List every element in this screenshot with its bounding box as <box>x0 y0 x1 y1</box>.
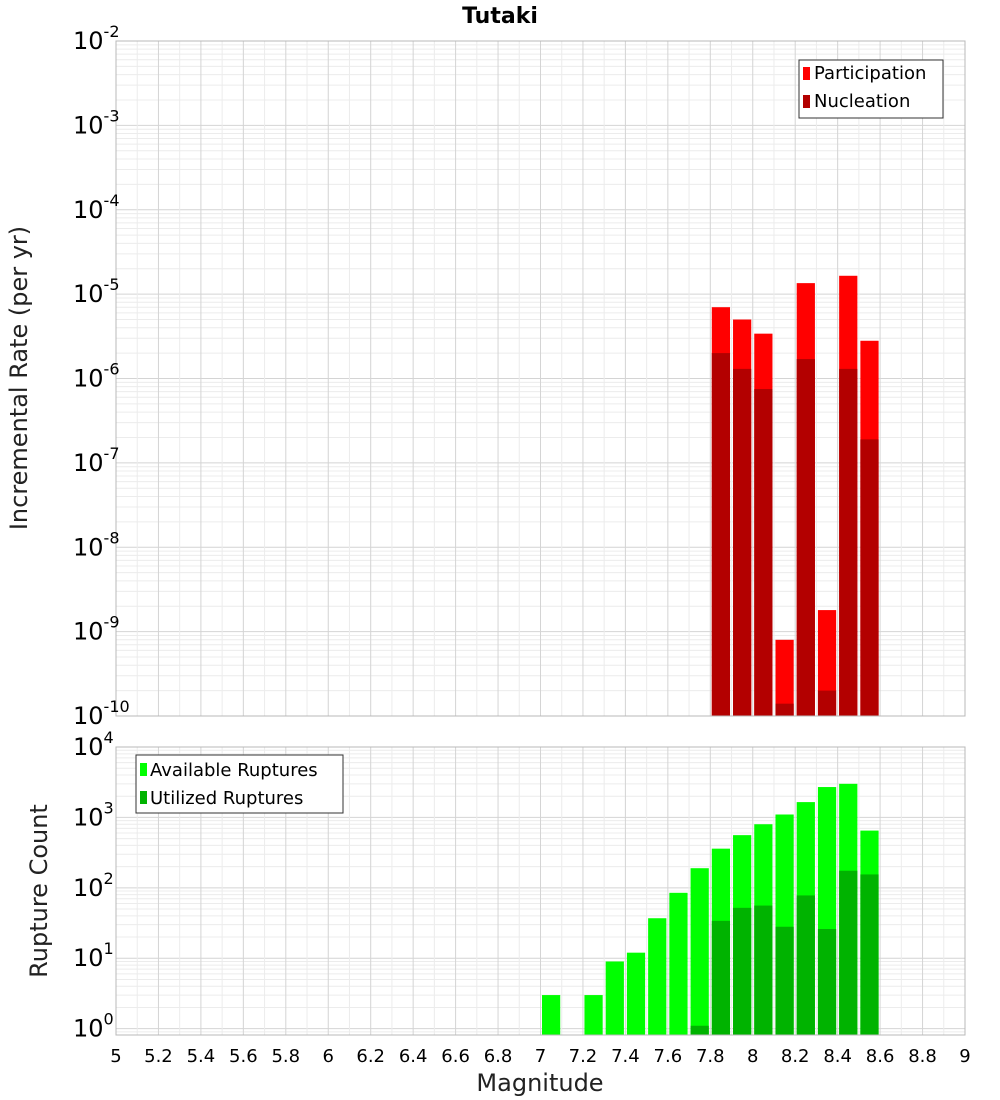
legend-nucleation-swatch <box>803 95 810 108</box>
top-bar-nucleation <box>796 359 815 716</box>
bottom-bar-utilized-ruptures <box>817 929 837 1035</box>
x-tick-label: 5.6 <box>229 1046 258 1067</box>
top-panel: 10-2 10-3 10-4 10-5 10-6 10-7 10-8 10-9 10-10 In… <box>5 22 966 730</box>
x-tick-label: 7.6 <box>654 1046 683 1067</box>
top-bar-nucleation <box>817 690 837 716</box>
x-tick-label: 6.2 <box>356 1046 385 1067</box>
top-y-tick-label: 10-2 <box>73 22 120 55</box>
bottom-bar-utilized-ruptures <box>860 874 879 1035</box>
bottom-bar-utilized-ruptures <box>754 905 773 1035</box>
bottom-bar-available-ruptures <box>584 995 603 1035</box>
x-tick-label: 5.8 <box>271 1046 300 1067</box>
chart-title: Tutaki <box>462 4 538 29</box>
bottom-bar-utilized-ruptures <box>796 895 815 1035</box>
top-bar-nucleation <box>839 368 858 716</box>
x-tick-label: 8.8 <box>908 1046 937 1067</box>
x-tick-labels: 5 5.2 5.4 5.6 5.8 6 6.2 6.4 6.6 6.8 7 7.2 7.4 7.6 7.8 8… <box>110 1046 970 1067</box>
x-tick-label: 7.8 <box>696 1046 725 1067</box>
x-tick-label: 5 <box>110 1046 121 1067</box>
top-y-tick-label: 10-10 <box>73 697 130 730</box>
top-plot-frame <box>115 40 966 717</box>
bottom-bar-utilized-ruptures <box>690 1025 709 1035</box>
top-bars <box>711 275 879 716</box>
x-tick-label: 6 <box>323 1046 334 1067</box>
top-bar-nucleation <box>733 368 752 716</box>
top-bar-nucleation <box>775 703 794 716</box>
top-bar-nucleation <box>754 389 773 716</box>
x-tick-label: 6.6 <box>441 1046 470 1067</box>
top-bar-nucleation <box>860 439 879 716</box>
x-tick-label: 6.8 <box>484 1046 513 1067</box>
bottom-bars <box>542 783 879 1035</box>
x-tick-label: 8.6 <box>866 1046 895 1067</box>
bottom-bar-utilized-ruptures <box>733 907 752 1035</box>
bottom-legend: Available Ruptures Utilized Ruptures <box>135 754 344 814</box>
top-y-tick-label: 10-4 <box>73 191 120 224</box>
bottom-y-tick-label: 102 <box>73 869 114 902</box>
x-tick-label: 7.4 <box>611 1046 640 1067</box>
top-y-tick-label: 10-8 <box>73 528 120 561</box>
bottom-bar-available-ruptures <box>542 995 561 1035</box>
bottom-bar-utilized-ruptures <box>775 926 794 1035</box>
bottom-bar-available-ruptures <box>648 918 667 1035</box>
top-bar-participation <box>775 639 794 716</box>
top-bar-participation <box>817 610 837 716</box>
legend-participation-label: Participation <box>814 63 926 84</box>
bottom-y-tick-label: 100 <box>73 1010 114 1043</box>
x-tick-label: 5.4 <box>187 1046 216 1067</box>
x-tick-label: 6.4 <box>399 1046 428 1067</box>
bottom-bar-available-ruptures <box>690 868 709 1035</box>
bottom-y-axis-label: Rupture Count <box>25 804 53 978</box>
x-tick-label: 7 <box>535 1046 546 1067</box>
bottom-y-tick-label: 103 <box>73 798 114 831</box>
legend-utilized-swatch <box>140 791 147 804</box>
bottom-y-tick-label: 104 <box>73 728 114 761</box>
legend-utilized-label: Utilized Ruptures <box>150 788 303 809</box>
x-tick-label: 5.2 <box>144 1046 173 1067</box>
bottom-y-tick-labels: 104 103 102 101 100 <box>73 728 114 1043</box>
bottom-bar-utilized-ruptures <box>711 920 731 1035</box>
x-tick-label: 9 <box>959 1046 970 1067</box>
x-axis-label: Magnitude <box>476 1069 603 1097</box>
top-y-tick-label: 10-7 <box>73 444 120 477</box>
bottom-bar-available-ruptures <box>669 892 688 1035</box>
top-legend-box <box>798 59 944 119</box>
bottom-legend-box <box>135 754 344 814</box>
x-tick-label: 8.4 <box>823 1046 852 1067</box>
bottom-bar-available-ruptures <box>605 961 624 1035</box>
legend-available-swatch <box>140 763 147 776</box>
bottom-plot-frame <box>115 746 966 1036</box>
bottom-bar-utilized-ruptures <box>839 870 858 1035</box>
x-tick-label: 8 <box>747 1046 758 1067</box>
bottom-bar-available-ruptures <box>626 952 646 1035</box>
top-grid <box>115 41 966 717</box>
top-y-tick-label: 10-3 <box>73 106 120 139</box>
legend-participation-swatch <box>803 67 810 80</box>
top-y-tick-label: 10-5 <box>73 275 120 308</box>
legend-nucleation-label: Nucleation <box>814 91 910 112</box>
top-y-tick-labels: 10-2 10-3 10-4 10-5 10-6 10-7 10-8 10-9 10-10 <box>73 22 130 730</box>
top-y-tick-label: 10-9 <box>73 613 120 646</box>
legend-available-label: Available Ruptures <box>150 760 318 781</box>
x-tick-label: 8.2 <box>781 1046 810 1067</box>
top-legend: Participation Nucleation <box>798 59 944 119</box>
x-tick-label: 7.2 <box>569 1046 598 1067</box>
bottom-y-tick-label: 101 <box>73 939 114 972</box>
top-y-axis-label: Incremental Rate (per yr) <box>5 226 33 530</box>
bottom-panel: 104 103 102 101 100 5 5.2 5.4 5.6 5.8 6 6.2 6.4 6.6 6… <box>25 728 971 1097</box>
top-bar-nucleation <box>711 353 731 716</box>
top-y-tick-label: 10-6 <box>73 360 120 393</box>
